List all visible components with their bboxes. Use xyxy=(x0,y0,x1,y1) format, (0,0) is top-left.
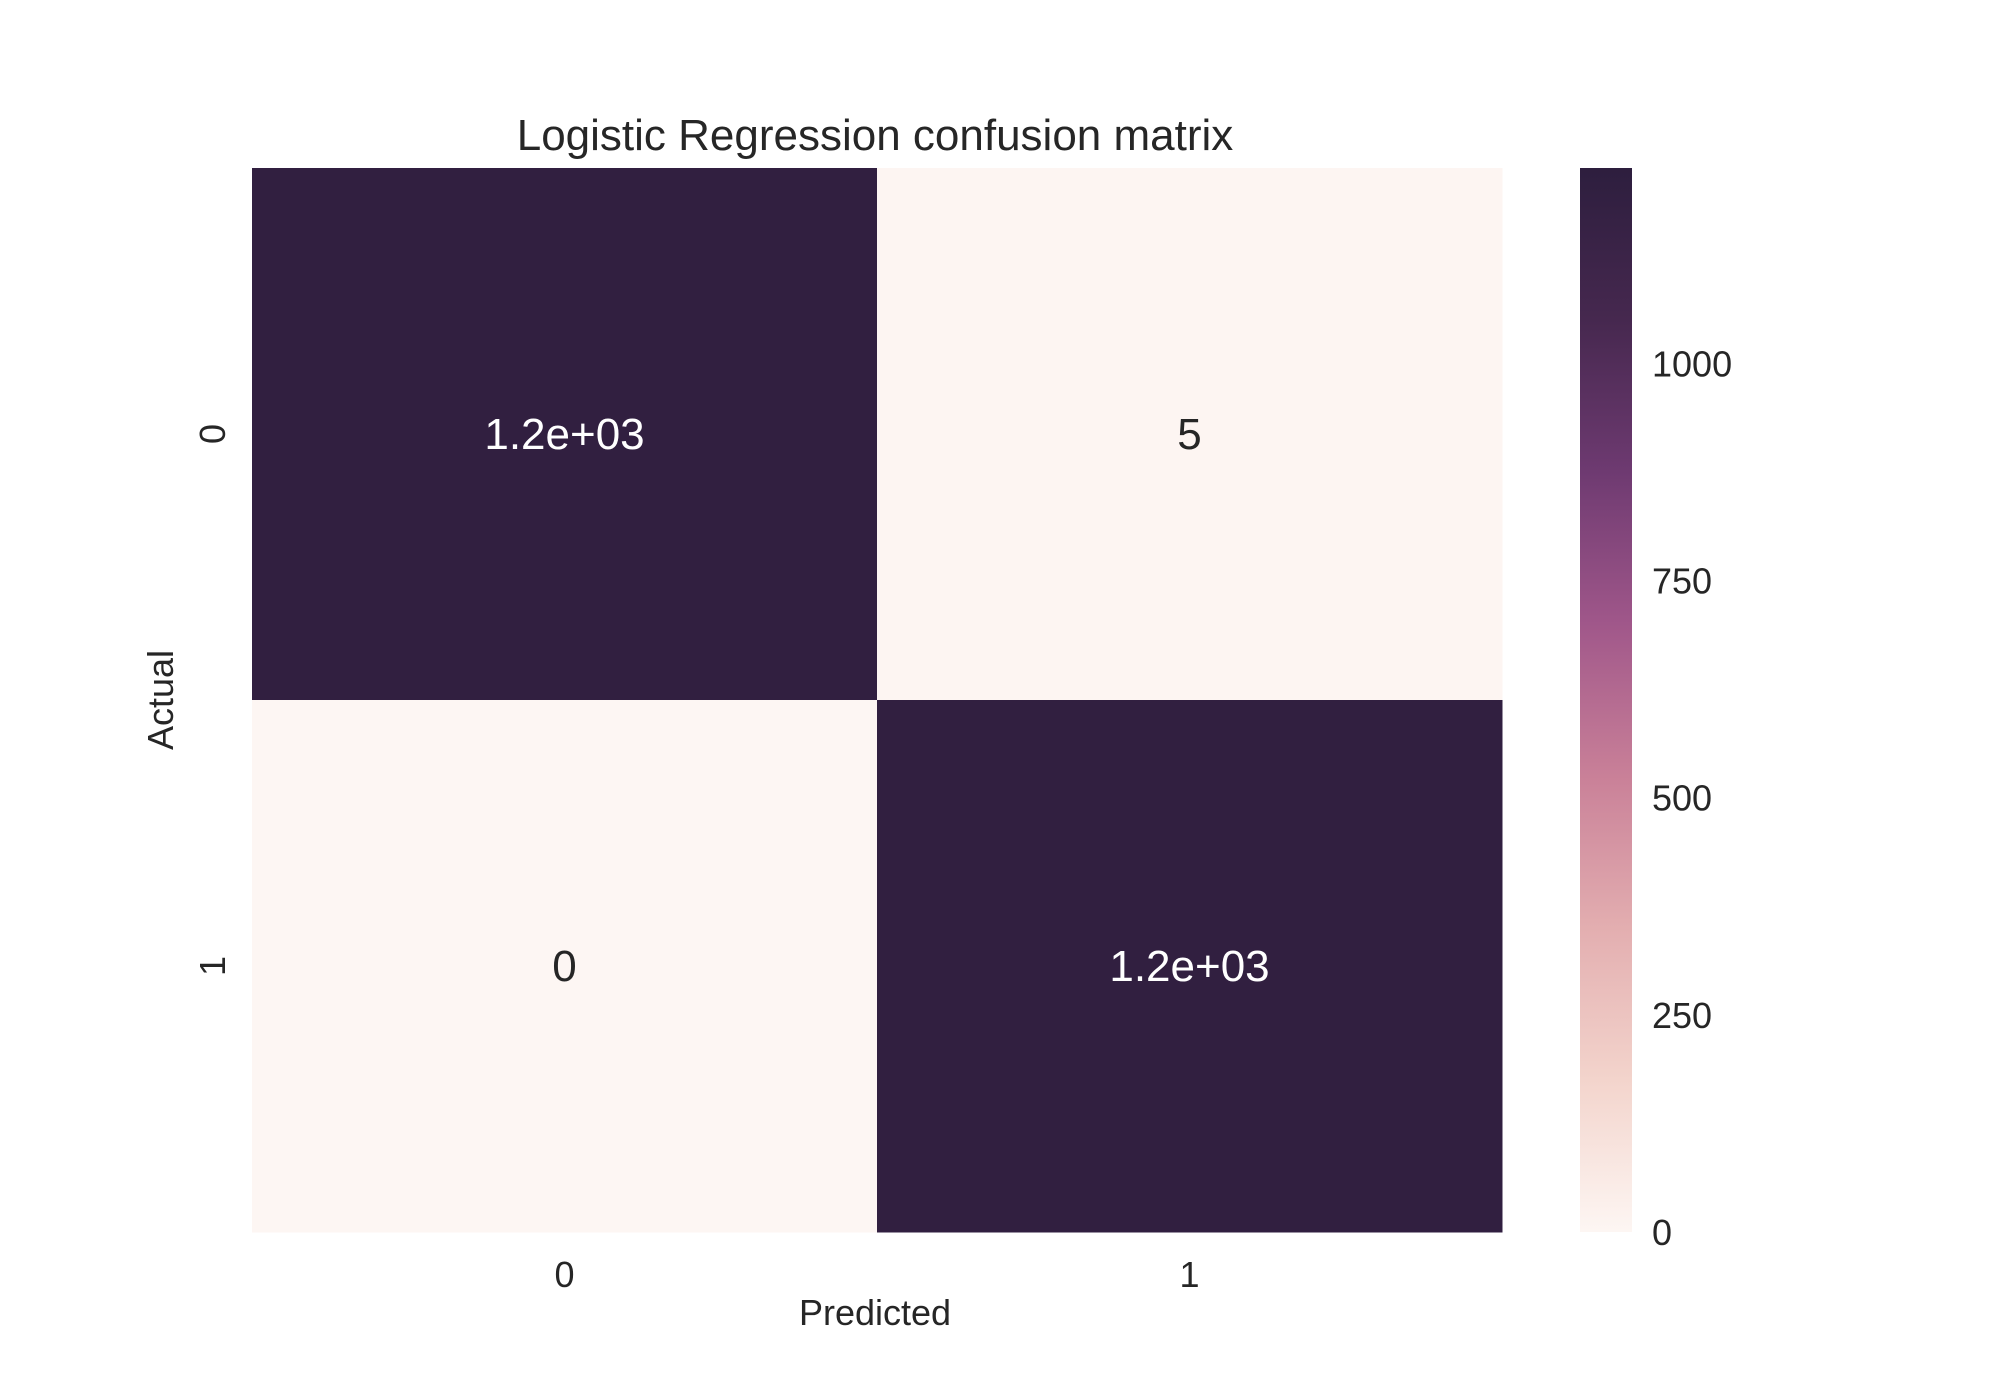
heatmap-cell-labels: 1.2e+03 5 0 1.2e+03 xyxy=(484,410,1269,991)
colorbar-tick-label: 750 xyxy=(1652,561,1712,602)
chart-title: Logistic Regression confusion matrix xyxy=(517,111,1234,160)
axis-ticks: 0 1 0 1 xyxy=(192,424,1200,1295)
heatmap-cell xyxy=(877,168,1503,701)
heatmap-cell xyxy=(252,700,878,1233)
heatmap-cell-label: 1.2e+03 xyxy=(484,410,644,459)
y-tick-label: 0 xyxy=(192,424,233,444)
x-axis-label: Predicted xyxy=(799,1292,951,1333)
y-axis-label: Actual xyxy=(140,650,181,750)
colorbar-ticks: 0 250 500 750 1000 xyxy=(1652,343,1732,1253)
y-tick-label: 1 xyxy=(192,956,233,976)
colorbar-tick-label: 1000 xyxy=(1652,343,1732,384)
heatmap-cell-label: 1.2e+03 xyxy=(1109,942,1269,991)
colorbar xyxy=(1580,168,1632,1232)
heatmap-cell-label: 0 xyxy=(552,942,576,991)
heatmap-cell-label: 5 xyxy=(1177,410,1201,459)
x-tick-label: 0 xyxy=(554,1254,574,1295)
heatmap-cell xyxy=(252,168,878,701)
colorbar-tick-label: 250 xyxy=(1652,995,1712,1036)
x-tick-label: 1 xyxy=(1179,1254,1199,1295)
colorbar-tick-label: 0 xyxy=(1652,1212,1672,1253)
colorbar-tick-label: 500 xyxy=(1652,778,1712,819)
heatmap-cells xyxy=(252,168,1503,1233)
heatmap-cell xyxy=(877,700,1503,1233)
